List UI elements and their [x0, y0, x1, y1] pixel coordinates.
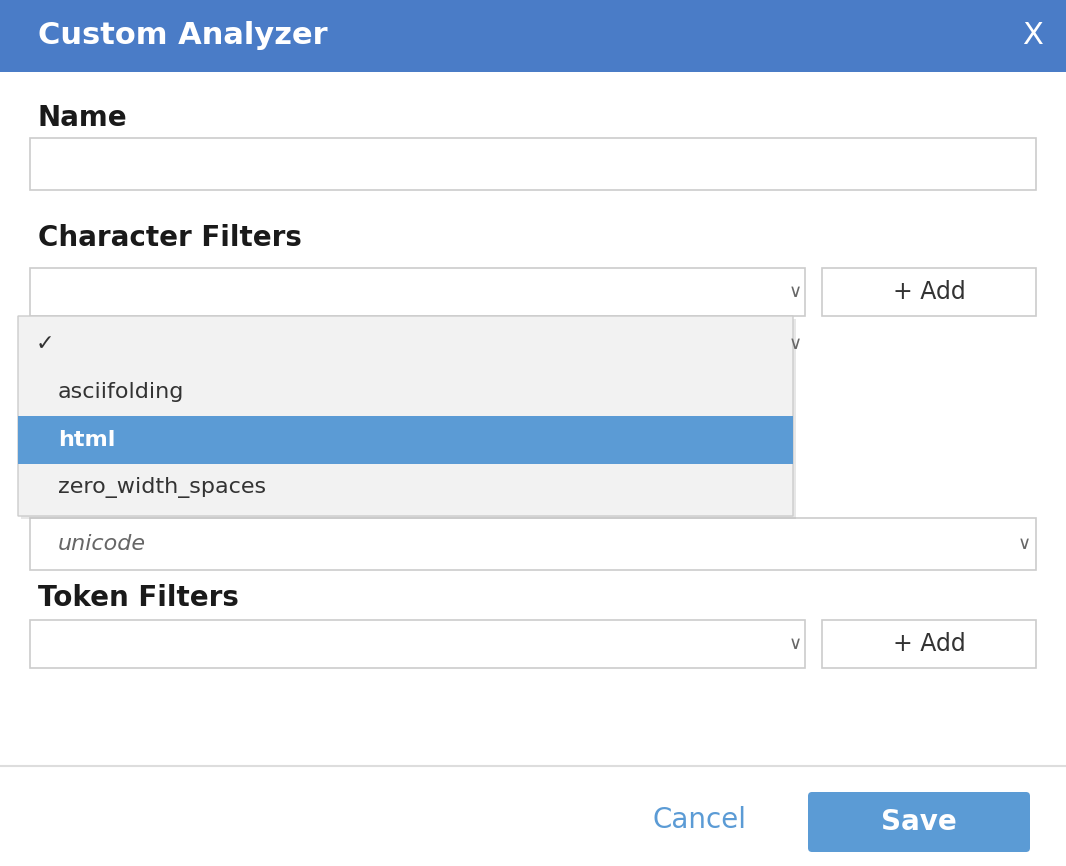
Bar — [21, 319, 796, 519]
Text: + Add: + Add — [892, 280, 966, 304]
FancyBboxPatch shape — [822, 620, 1036, 668]
Text: ∨: ∨ — [789, 635, 802, 653]
Text: ∨: ∨ — [1017, 535, 1031, 553]
FancyBboxPatch shape — [30, 268, 805, 316]
Text: Name: Name — [38, 104, 128, 132]
Text: zero_width_spaces: zero_width_spaces — [58, 477, 266, 499]
Bar — [0, 0, 1066, 72]
FancyBboxPatch shape — [30, 138, 1036, 190]
FancyBboxPatch shape — [30, 518, 1036, 570]
Text: ∨: ∨ — [789, 335, 802, 353]
FancyBboxPatch shape — [18, 316, 793, 516]
Text: unicode: unicode — [58, 534, 146, 554]
Text: Cancel: Cancel — [653, 806, 747, 834]
Text: asciifolding: asciifolding — [58, 382, 184, 402]
Text: Save: Save — [882, 808, 957, 836]
Text: Token Filters: Token Filters — [38, 584, 239, 612]
Text: ✓: ✓ — [36, 334, 54, 354]
FancyBboxPatch shape — [30, 620, 805, 668]
FancyBboxPatch shape — [808, 792, 1030, 852]
Text: html: html — [58, 430, 115, 450]
Text: + Add: + Add — [892, 632, 966, 656]
Text: X: X — [1022, 22, 1044, 50]
Text: Custom Analyzer: Custom Analyzer — [38, 22, 327, 50]
Text: Character Filters: Character Filters — [38, 224, 302, 252]
Bar — [18, 416, 793, 464]
FancyBboxPatch shape — [822, 268, 1036, 316]
Text: ∨: ∨ — [789, 283, 802, 301]
